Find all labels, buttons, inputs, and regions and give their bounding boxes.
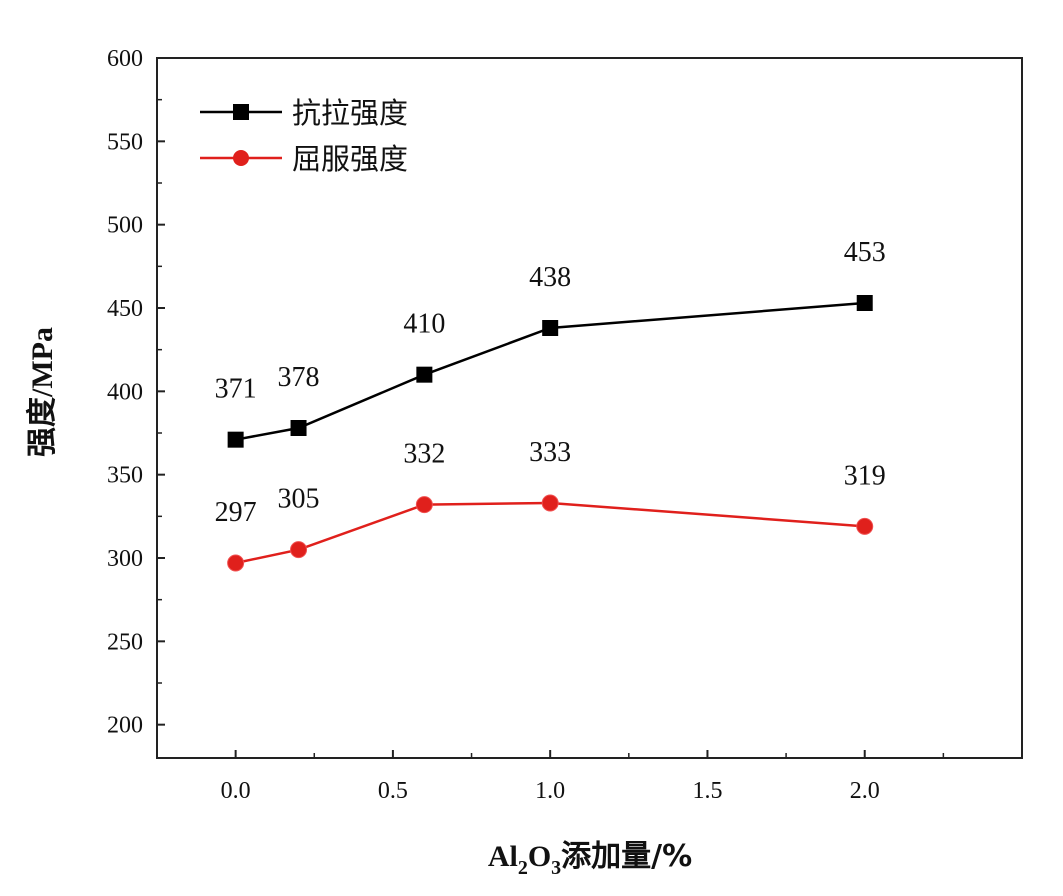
y-tick-label: 450 — [107, 296, 143, 322]
legend-circle-marker — [233, 150, 249, 166]
yield-point — [856, 517, 874, 535]
x-axis-title-o: O — [528, 840, 551, 873]
x-axis-title-sub2: 2 — [518, 857, 528, 879]
y-tick-label: 350 — [107, 463, 143, 489]
axis-ticks: 200 250 300 350 400 450 500 550 600 0.0 0.5 1.0 1.5 2… — [107, 46, 945, 804]
x-tick-label: 2.0 — [850, 778, 880, 804]
tensile-point — [227, 431, 244, 448]
legend-label: 屈服强度 — [292, 142, 408, 176]
x-tick-label: 1.5 — [692, 778, 722, 804]
data-label: 371 — [215, 374, 257, 405]
tensile-point — [856, 295, 873, 311]
data-label: 319 — [844, 460, 886, 491]
y-axis-title-cjk: 强度 — [25, 397, 60, 457]
x-tick-label: 1.0 — [535, 778, 565, 804]
x-tick-label: 0.5 — [378, 778, 408, 804]
legend-label: 抗拉强度 — [292, 96, 408, 130]
x-axis-title-al: Al — [488, 840, 518, 873]
x-axis-title-sub3: 3 — [551, 857, 561, 879]
y-tick-label: 250 — [107, 629, 143, 655]
data-label: 332 — [403, 439, 445, 470]
data-label: 438 — [529, 262, 571, 293]
yield-point — [541, 494, 559, 512]
data-label: 378 — [278, 362, 320, 393]
y-axis-title: 强度/MPa — [25, 327, 60, 457]
y-tick-label: 400 — [107, 379, 143, 405]
x-tick-label: 0.0 — [221, 778, 251, 804]
yield-point — [415, 496, 433, 514]
tensile-point — [416, 366, 433, 383]
y-tick-label: 500 — [107, 213, 143, 239]
tensile-point — [542, 320, 559, 336]
y-tick-label: 550 — [107, 129, 143, 155]
tensile-point — [290, 420, 307, 436]
series-layer: 371 378 410 438 453 297 305 332 333 319 — [215, 237, 886, 572]
data-label: 297 — [215, 497, 257, 528]
plot-frame — [156, 57, 1023, 759]
data-label: 305 — [278, 484, 320, 515]
x-axis-title-suffix: 添加量/% — [561, 839, 692, 874]
y-tick-label: 600 — [107, 46, 143, 72]
y-axis-title-unit: /MPa — [26, 327, 59, 398]
yield-point — [290, 541, 308, 559]
legend-square-marker — [233, 104, 249, 120]
series-line-2 — [235, 501, 865, 565]
x-axis-title: Al2O3添加量/% — [488, 839, 692, 879]
yield-point — [227, 554, 245, 572]
y-tick-label: 300 — [107, 546, 143, 572]
y-tick-label: 200 — [107, 713, 143, 739]
data-label: 453 — [844, 237, 886, 268]
data-label: 333 — [529, 437, 571, 468]
data-label: 410 — [403, 309, 445, 340]
